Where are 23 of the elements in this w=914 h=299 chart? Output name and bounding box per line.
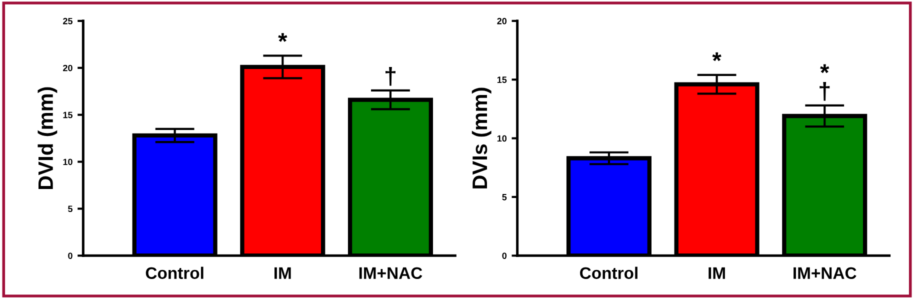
annotation: *: [712, 52, 722, 62]
annotation: * †: [820, 64, 830, 101]
y-tick-label: 5: [502, 194, 507, 200]
y-tick-label: 15: [63, 112, 73, 118]
y-tick-label: 0: [502, 252, 507, 260]
y-tick-label: 15: [497, 76, 507, 83]
y-tick-label: 5: [68, 206, 73, 212]
x-tick-label: IM+NAC: [794, 267, 856, 279]
y-tick-label: 20: [497, 18, 507, 24]
x-tick-label: IM+NAC: [359, 267, 422, 279]
y-tick-label: 20: [63, 64, 72, 72]
annotation: †: [386, 67, 396, 86]
annotation: *: [278, 33, 288, 42]
y-tick-label: 25: [63, 18, 73, 24]
y-axis-title: DVId (mm): [38, 87, 58, 189]
y-axis-title: DVIs (mm): [472, 88, 492, 188]
y-tick-label: 10: [63, 158, 72, 166]
x-tick-label: Control: [580, 266, 638, 279]
y-tick-label: 0: [68, 252, 72, 260]
x-tick-label: Control: [146, 266, 204, 279]
x-tick-label: IM: [708, 267, 725, 279]
y-tick-label: 10: [497, 135, 507, 142]
x-tick-label: IM: [274, 267, 291, 279]
